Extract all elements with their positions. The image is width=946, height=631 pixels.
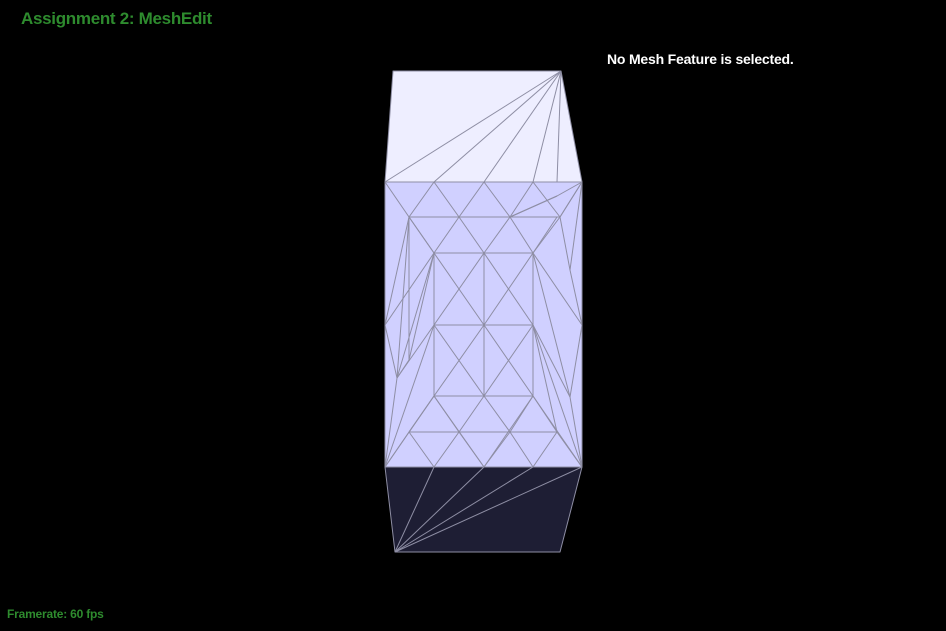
mesh-face-bottom[interactable] xyxy=(385,467,582,552)
framerate-display: Framerate: 60 fps xyxy=(7,607,104,621)
mesh-edges[interactable] xyxy=(384,70,583,553)
mesh-face-top[interactable] xyxy=(385,71,582,182)
app-title: Assignment 2: MeshEdit xyxy=(21,9,212,28)
selection-status: No Mesh Feature is selected. xyxy=(607,51,794,67)
